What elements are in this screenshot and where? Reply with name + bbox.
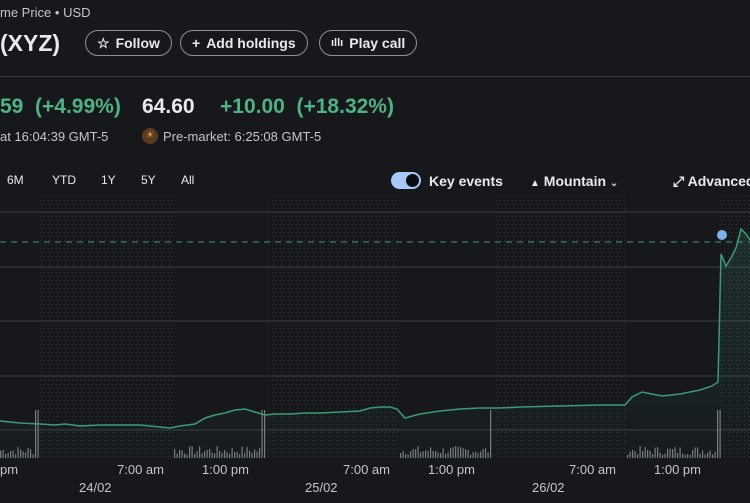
add-holdings-button[interactable]: + Add holdings [180, 30, 308, 56]
x-tick-0: pm [0, 462, 19, 477]
date-label-1: 25/02 [305, 480, 338, 495]
add-holdings-label: Add holdings [206, 35, 296, 51]
follow-button[interactable]: ☆ Follow [85, 30, 172, 56]
x-tick-6: 1:00 pm [654, 462, 701, 477]
premarket-change: +10.00 (+18.32%) [220, 95, 394, 118]
range-all[interactable]: All [181, 173, 195, 187]
expand-icon: ⤢ [673, 173, 685, 189]
close-change: 59 (+4.99%) [0, 95, 121, 118]
advanced-label: Advanced [687, 173, 750, 189]
date-label-2: 26/02 [532, 480, 565, 495]
premarket-price: 64.60 [142, 95, 195, 118]
play-call-label: Play call [349, 35, 406, 51]
close-time: at 16:04:39 GMT-5 [0, 129, 109, 144]
premarket-time: Pre-market: 6:25:08 GMT-5 [163, 129, 322, 144]
price-chart[interactable] [0, 196, 750, 460]
divider [0, 76, 750, 77]
range-5y[interactable]: 5Y [141, 173, 156, 187]
audio-wave-icon: ıllı [331, 37, 344, 49]
date-label-0: 24/02 [79, 480, 112, 495]
range-ytd[interactable]: YTD [52, 173, 76, 187]
subtitle: me Price • USD [0, 5, 91, 20]
x-tick-4: 1:00 pm [428, 462, 475, 477]
key-event-marker[interactable] [717, 230, 727, 240]
range-1y[interactable]: 1Y [101, 173, 116, 187]
price-area [0, 229, 750, 458]
price-line [0, 227, 750, 429]
key-events-toggle[interactable] [391, 172, 421, 189]
after-hours-region [40, 196, 175, 458]
key-events-label: Key events [429, 173, 503, 189]
chart-type-label: Mountain [543, 173, 607, 189]
advanced-button[interactable]: ⤢ Advanced [673, 173, 750, 190]
range-6m[interactable]: 6M [7, 173, 24, 187]
mountain-icon: ▲ [530, 178, 540, 189]
x-tick-3: 7:00 am [343, 462, 390, 477]
x-tick-5: 7:00 am [569, 462, 616, 477]
x-tick-1: 7:00 am [117, 462, 164, 477]
sunrise-icon: ☀ [142, 128, 158, 144]
x-tick-2: 1:00 pm [202, 462, 249, 477]
chevron-down-icon: ⌄ [609, 178, 619, 189]
follow-label: Follow [115, 35, 160, 51]
play-call-button[interactable]: ıllı Play call [319, 30, 418, 56]
plus-icon: + [192, 35, 201, 51]
ticker-title: (XYZ) [0, 30, 61, 56]
chart-type-dropdown[interactable]: ▲ Mountain ⌄ [530, 173, 618, 189]
star-icon: ☆ [97, 34, 110, 51]
